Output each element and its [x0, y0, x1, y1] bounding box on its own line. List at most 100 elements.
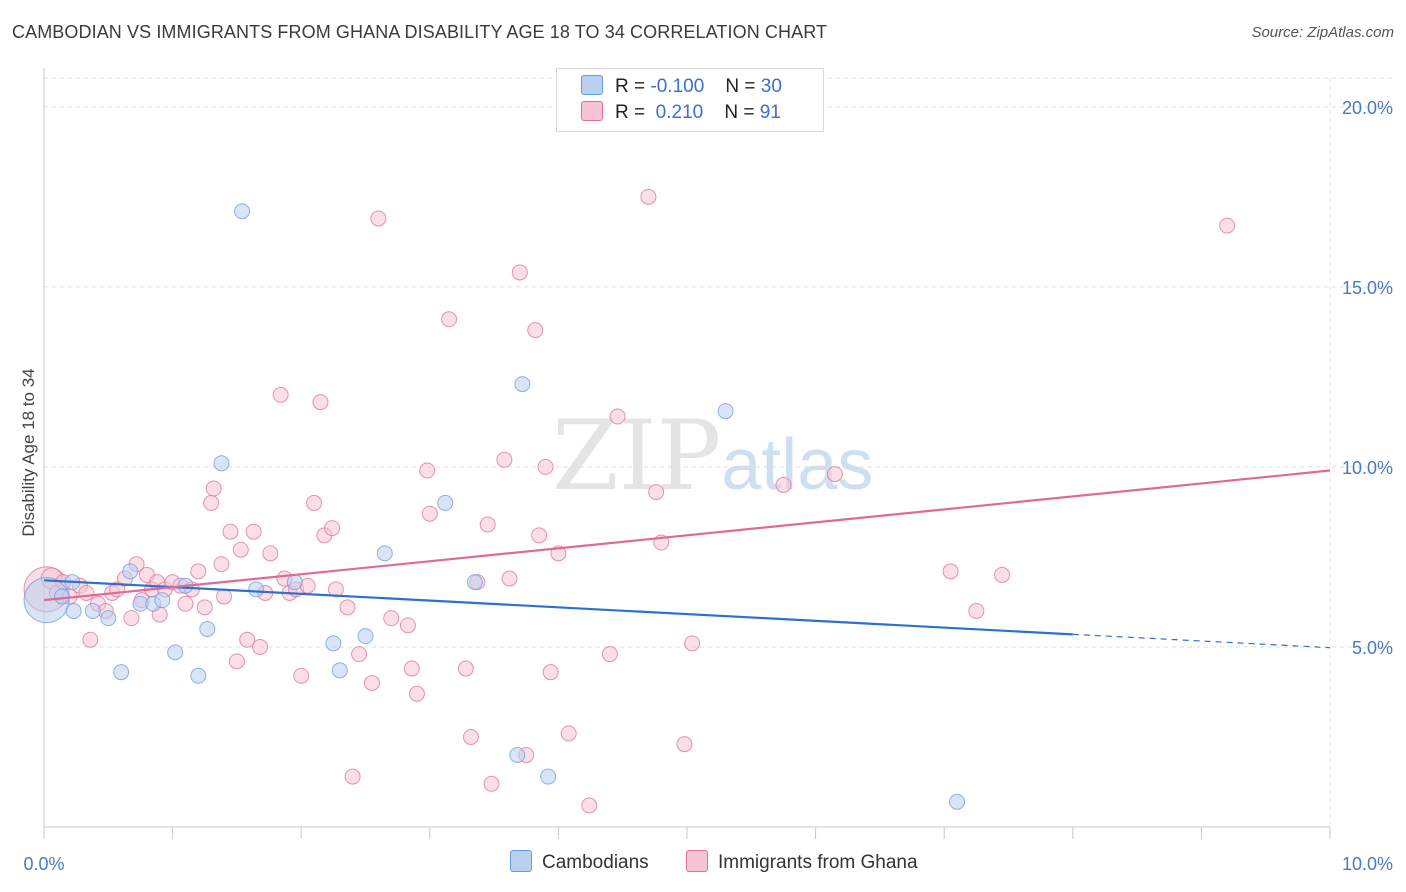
cambodian-point	[540, 768, 557, 785]
cambodian-point	[113, 664, 130, 681]
legend-n-label: N =	[725, 76, 756, 97]
source-label: Source: ZipAtlas.com	[1251, 24, 1394, 41]
cambodian-point	[213, 455, 230, 472]
cambodian-point	[325, 635, 342, 652]
cambodian-point	[286, 574, 303, 591]
legend-item-cambodians[interactable]: Cambodians	[510, 850, 649, 874]
ghana-point	[501, 570, 518, 587]
ghana-point	[537, 458, 554, 475]
cambodian-point	[717, 403, 734, 420]
x-tick-label: 0.0%	[23, 854, 64, 874]
ghana-point	[351, 646, 368, 663]
ghana-point	[222, 523, 239, 540]
ghana-point	[78, 584, 95, 601]
ghana-point	[496, 451, 513, 468]
ghana-point	[245, 523, 262, 540]
legend-label-ghana: Immigrants from Ghana	[718, 852, 918, 874]
ghana-point	[324, 520, 341, 537]
ghana-point	[293, 667, 310, 684]
ghana-point	[462, 728, 479, 745]
ghana-point	[262, 545, 279, 562]
y-tick-label: 10.0%	[1342, 458, 1393, 478]
ghana-point	[479, 516, 496, 533]
ghana-point	[306, 494, 323, 511]
legend-swatch-cambodians	[510, 850, 532, 872]
cambodian-point	[65, 602, 82, 619]
ghana-point	[344, 768, 361, 785]
ghana-point	[203, 494, 220, 511]
ghana-point	[403, 660, 420, 677]
y-tick-label: 20.0%	[1342, 98, 1393, 118]
ghana-point	[775, 476, 792, 493]
ghana-point	[457, 660, 474, 677]
legend-item-ghana[interactable]: Immigrants from Ghana	[686, 850, 918, 874]
chart-title: CAMBODIAN VS IMMIGRANTS FROM GHANA DISAB…	[12, 22, 828, 42]
y-axis-title: Disability Age 18 to 34	[19, 368, 38, 536]
x-tick-label: 10.0%	[1342, 854, 1393, 874]
cambodian-point	[84, 602, 101, 619]
ghana-trend-line	[43, 469, 1331, 602]
y-tick-label: 15.0%	[1342, 278, 1393, 298]
ghana-point	[216, 588, 233, 605]
ghana-point	[327, 581, 344, 598]
ghana-point	[676, 736, 693, 753]
watermark: ZIPatlas	[552, 400, 873, 512]
cambodian-trend-line	[43, 579, 1073, 636]
cambodian-point	[437, 494, 454, 511]
legend-r-label: R =	[615, 102, 646, 123]
cambodian-point	[331, 662, 348, 679]
ghana-point	[609, 408, 626, 425]
ghana-point	[383, 610, 400, 627]
ghana-point	[82, 631, 99, 648]
ghana-point	[370, 210, 387, 227]
series-legend: Cambodians Immigrants from Ghana	[0, 850, 1406, 878]
cambodian-point	[199, 620, 216, 637]
ghana-point	[640, 188, 657, 205]
ghana-point	[684, 635, 701, 652]
cambodian-point	[190, 667, 207, 684]
ghana-point	[205, 480, 222, 497]
ghana-point	[408, 685, 425, 702]
ghana-point	[527, 322, 544, 339]
legend-r-value: 0.210	[650, 102, 704, 123]
cambodian-point	[234, 203, 251, 220]
cambodian-point	[357, 628, 374, 645]
cambodian-point	[122, 563, 139, 580]
ghana-point	[942, 563, 959, 580]
axes	[43, 68, 1331, 839]
legend-n-label: N =	[724, 102, 755, 123]
y-tick-label: 5.0%	[1352, 638, 1393, 658]
ghana-point	[419, 462, 436, 479]
cambodian-point	[100, 610, 117, 627]
cambodian-point	[154, 592, 171, 609]
ghana-point	[312, 394, 329, 411]
ghana-point	[213, 556, 230, 573]
ghana-point	[560, 725, 577, 742]
ghana-point	[542, 664, 559, 681]
correlation-legend: R = -0.100 N = 30 R = 0.210 N = 91	[556, 68, 824, 132]
cambodian-point	[949, 793, 966, 810]
ghana-point	[272, 386, 289, 403]
cambodian-point	[167, 644, 184, 661]
ghana-point	[601, 646, 618, 663]
ghana-point	[196, 599, 213, 616]
watermark-atlas: atlas	[721, 425, 874, 505]
cambodian-point	[514, 376, 531, 393]
ghana-point	[531, 527, 548, 544]
ghana-point	[441, 311, 458, 328]
ghana-point	[1219, 217, 1236, 234]
legend-r-value: -0.100	[650, 76, 705, 97]
legend-row-cambodians: R = -0.100 N = 30	[581, 74, 782, 100]
cambodian-trend-extension	[1072, 633, 1331, 649]
axis-labels: 5.0% 10.0% 15.0% 20.0% 0.0% 10.0% Disability A…	[19, 98, 1393, 874]
legend-swatch-ghana	[581, 100, 603, 121]
ghana-point	[339, 599, 356, 616]
ghana-point	[581, 797, 598, 814]
ghana-point	[252, 638, 269, 655]
cambodian-point	[466, 574, 483, 591]
ghana-point	[968, 602, 985, 619]
legend-swatch-ghana	[686, 850, 708, 872]
legend-swatch-cambodians	[581, 74, 603, 95]
legend-n-value: 91	[759, 102, 781, 123]
